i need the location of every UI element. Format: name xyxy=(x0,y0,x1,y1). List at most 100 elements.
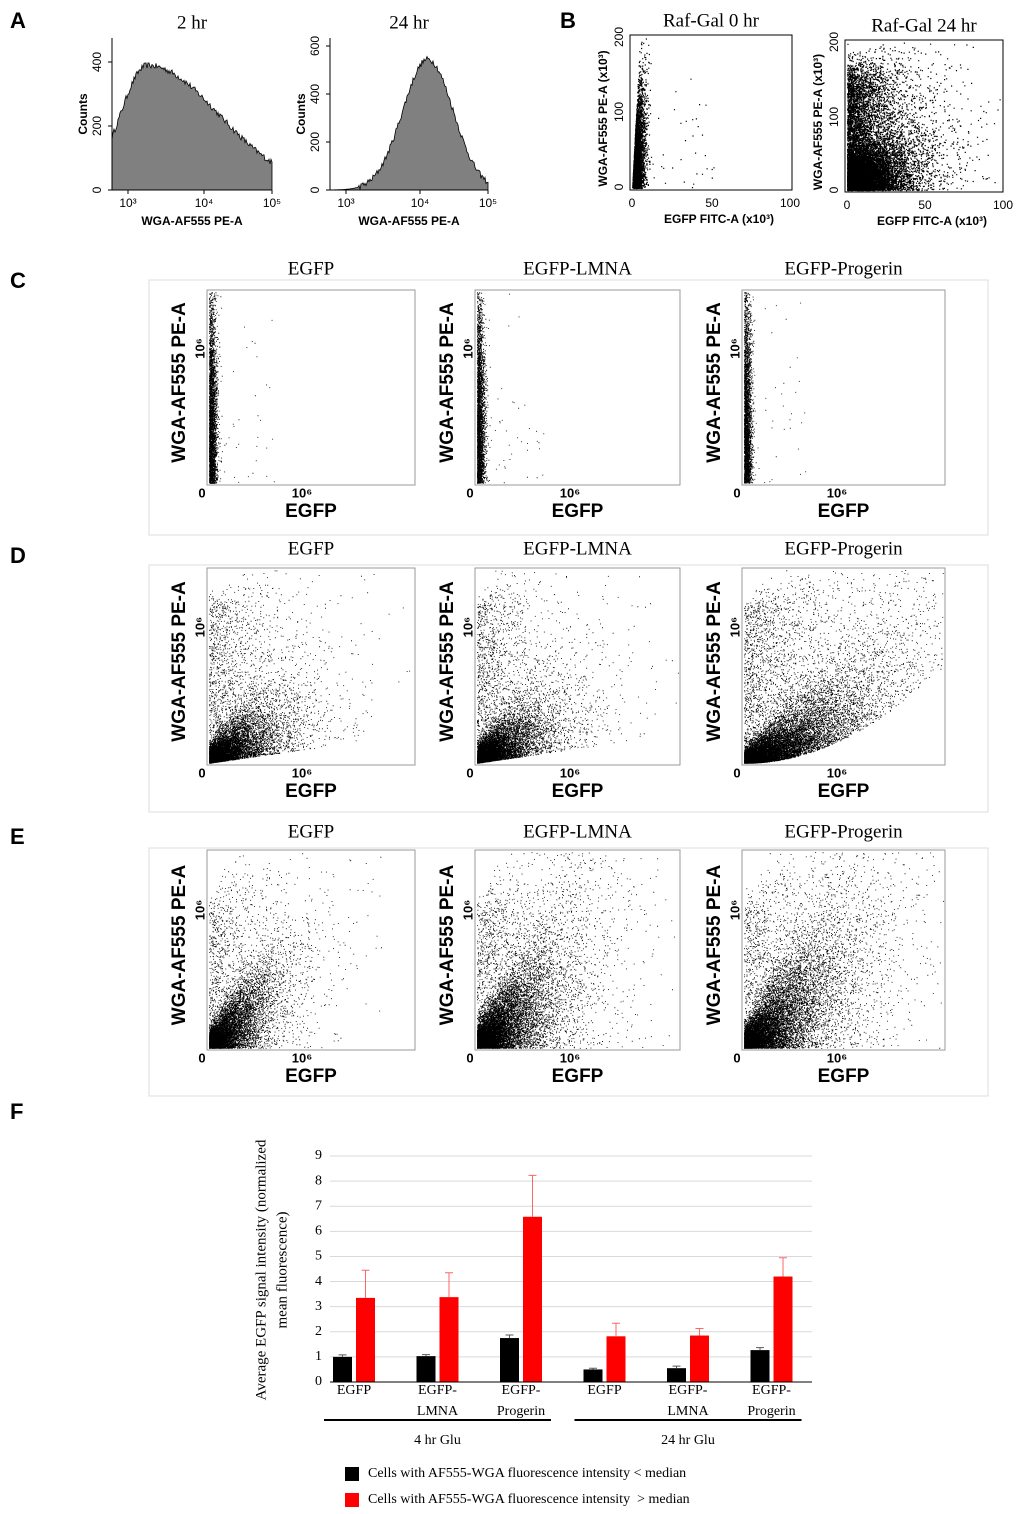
x-tick-label: 10⁶ xyxy=(560,765,580,780)
y-tick-label: 400 xyxy=(90,52,104,72)
x-axis-label: WGA-AF555 PE-A xyxy=(141,214,243,228)
y-tick-label: 10⁶ xyxy=(460,617,475,637)
x-tick-label: 10⁶ xyxy=(292,485,312,500)
y-tick-label: 10⁶ xyxy=(192,338,207,358)
legend-swatch xyxy=(345,1493,359,1507)
legend-label: Cells with AF555-WGA fluorescence intens… xyxy=(368,1492,690,1507)
x-tick-label: LMNA xyxy=(417,1404,459,1419)
x-axis-label: EGFP xyxy=(552,1066,604,1087)
error-bar xyxy=(528,1174,537,1217)
x-tick-label: Progerin xyxy=(497,1404,545,1419)
plot-title: EGFP-LMNA xyxy=(523,258,632,279)
y-axis-label: WGA-AF555 PE-A xyxy=(437,581,458,742)
bar xyxy=(333,1356,352,1382)
plot-frame xyxy=(741,567,946,766)
y-tick-label: 8 xyxy=(315,1173,322,1188)
x-axis-label: EGFP FITC-A (x10³) xyxy=(877,214,987,228)
x-tick-label: 10⁶ xyxy=(560,1050,580,1065)
x-tick-label: 10⁴ xyxy=(195,196,214,210)
y-tick-label: 400 xyxy=(308,84,322,104)
dot-cloud xyxy=(477,570,679,764)
y-axis-label: Average EGFP signal intensity (normalize… xyxy=(253,1139,269,1400)
panel-label: C xyxy=(10,268,26,293)
legend-swatch xyxy=(345,1467,359,1481)
error-bar xyxy=(756,1347,764,1351)
plot-title: Raf-Gal 0 hr xyxy=(663,10,760,31)
dot-cloud xyxy=(632,38,715,190)
origin-label: 0 xyxy=(733,765,740,780)
dot-cloud xyxy=(209,570,411,764)
origin-label: 0 xyxy=(733,1050,740,1065)
x-axis-label: EGFP xyxy=(285,781,337,802)
histogram xyxy=(329,55,489,191)
y-tick-label: 200 xyxy=(827,32,841,52)
x-axis-label: WGA-AF555 PE-A xyxy=(358,214,460,228)
y-tick-label: 0 xyxy=(827,186,841,193)
y-axis-label: WGA-AF555 PE-A xyxy=(169,302,190,463)
origin-label: 0 xyxy=(198,1050,205,1065)
bar xyxy=(439,1297,459,1382)
group-label: 4 hr Glu xyxy=(414,1433,461,1448)
y-tick-label: 5 xyxy=(315,1249,322,1264)
panel-label: D xyxy=(10,543,26,568)
error-bar xyxy=(695,1328,704,1336)
x-tick-label: 100 xyxy=(780,196,800,210)
bar xyxy=(500,1338,519,1382)
dot-cloud xyxy=(209,292,275,484)
y-tick-label: 1 xyxy=(315,1349,322,1364)
y-axis-label: WGA-AF555 PE-A xyxy=(704,581,725,742)
x-tick-label: EGFP- xyxy=(502,1383,541,1398)
bar xyxy=(773,1276,793,1382)
error-bar xyxy=(445,1272,453,1298)
error-bar xyxy=(779,1257,787,1277)
y-axis-label: mean fluorescence) xyxy=(274,1211,290,1328)
panel-frame xyxy=(148,279,989,536)
x-tick-label: 10³ xyxy=(119,196,136,210)
panel-frame xyxy=(148,847,989,1097)
x-tick-label: LMNA xyxy=(667,1404,709,1419)
error-bar xyxy=(422,1354,430,1357)
y-tick-label: 10⁶ xyxy=(460,900,475,920)
bar xyxy=(416,1356,436,1382)
y-tick-label: 10⁶ xyxy=(192,617,207,637)
y-tick-label: 100 xyxy=(827,107,841,127)
dot-cloud xyxy=(744,292,807,484)
bar xyxy=(583,1369,603,1382)
plot-frame xyxy=(206,567,416,766)
x-axis-label: EGFP xyxy=(285,1066,337,1087)
error-bar xyxy=(361,1269,370,1298)
panel-label: F xyxy=(10,1099,23,1124)
y-axis-label: WGA-AF555 PE-A xyxy=(169,581,190,742)
x-tick-label: EGFP- xyxy=(669,1383,708,1398)
x-tick-label: EGFP xyxy=(587,1383,621,1398)
x-tick-label: 50 xyxy=(918,198,932,212)
y-axis-label: WGA-AF555 PE-A (x10³) xyxy=(811,54,825,190)
plot-title: EGFP xyxy=(288,258,334,279)
dot-cloud xyxy=(744,852,944,1049)
y-tick-label: 6 xyxy=(315,1224,322,1239)
y-tick-label: 200 xyxy=(308,132,322,152)
plot-frame xyxy=(741,289,946,486)
x-tick-label: Progerin xyxy=(747,1404,795,1419)
x-tick-label: 10⁵ xyxy=(479,196,497,210)
origin-label: 0 xyxy=(198,485,205,500)
group-label: 24 hr Glu xyxy=(661,1433,715,1448)
x-tick-label: 100 xyxy=(993,198,1013,212)
origin-label: 0 xyxy=(466,1050,473,1065)
plot-frame xyxy=(206,849,416,1051)
origin-label: 0 xyxy=(466,765,473,780)
error-bar xyxy=(338,1354,347,1357)
x-tick-label: 10⁶ xyxy=(292,1050,312,1065)
x-axis-label: EGFP xyxy=(818,1066,870,1087)
error-bar xyxy=(672,1365,681,1369)
x-tick-label: 10⁶ xyxy=(827,765,847,780)
plot-frame xyxy=(629,34,793,191)
y-tick-label: 200 xyxy=(612,27,626,47)
dot-cloud xyxy=(744,570,944,764)
y-axis-label: Counts xyxy=(294,93,308,135)
x-tick-label: 0 xyxy=(629,196,636,210)
y-axis-label: WGA-AF555 PE-A xyxy=(437,302,458,463)
x-tick-label: EGFP- xyxy=(418,1383,457,1398)
bar xyxy=(667,1368,686,1382)
